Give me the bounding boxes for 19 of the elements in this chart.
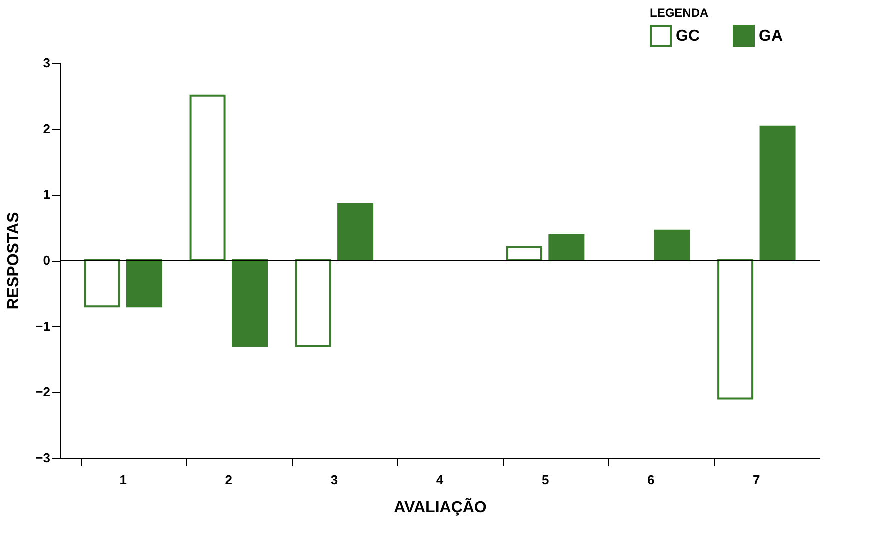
y-tick-label: 3 xyxy=(43,56,50,70)
legend-label: GC xyxy=(676,28,700,45)
y-axis-title: RESPOSTAS xyxy=(6,212,23,310)
y-tick-label: −1 xyxy=(36,318,50,334)
x-tick-label: 2 xyxy=(225,472,233,488)
x-tick-label: 5 xyxy=(542,472,550,488)
legend-label: GA xyxy=(759,28,784,45)
x-tick-label: 3 xyxy=(330,472,338,488)
y-tick-label: 0 xyxy=(43,253,50,268)
x-tick-label: 6 xyxy=(647,472,655,488)
x-tick-label: 7 xyxy=(753,472,760,488)
y-tick-label: −3 xyxy=(36,450,50,466)
x-tick-label: 1 xyxy=(120,472,127,488)
x-axis-title: AVALIAÇÃO xyxy=(394,498,487,516)
y-tick-label: 2 xyxy=(43,121,50,136)
x-tick-label: 4 xyxy=(436,472,444,488)
legend-title: LEGENDA xyxy=(650,6,710,20)
y-tick-label: 1 xyxy=(43,187,50,202)
y-tick-label: −2 xyxy=(36,384,50,400)
